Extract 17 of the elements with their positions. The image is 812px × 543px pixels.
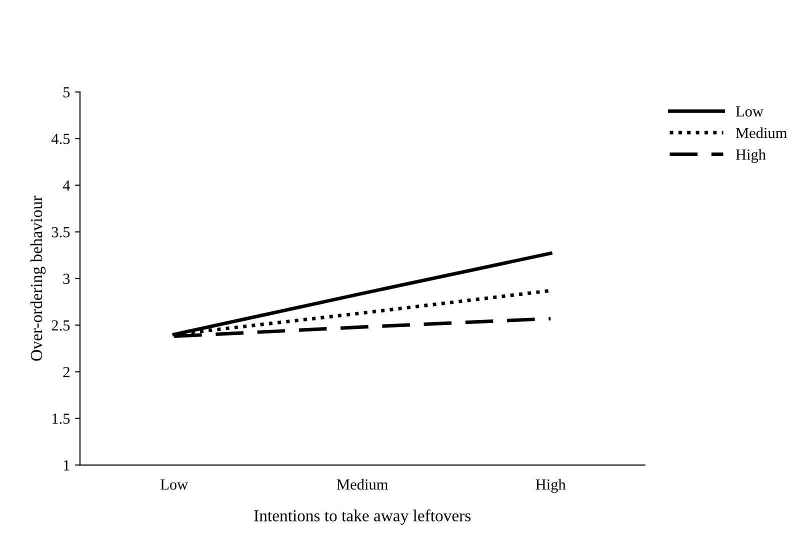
x-tick-label: Medium	[336, 478, 388, 490]
y-tick-label: 2.5	[52, 320, 70, 331]
y-tick-label: 1.5	[52, 414, 70, 424]
y-tick-label: 4	[62, 180, 70, 191]
y-tick-label: 3	[63, 274, 70, 284]
legend-label: High	[736, 149, 766, 163]
legend-label: Low	[736, 106, 764, 117]
y-tick-label: 3.5	[52, 227, 70, 238]
y-axis-title: Over-ordering behaviour	[30, 196, 46, 361]
x-tick-label: High	[536, 478, 566, 493]
x-axis-title: Intentions to take away leftovers	[254, 509, 471, 525]
y-tick-label: 4.5	[51, 134, 70, 144]
y-tick-label: 2	[63, 366, 70, 378]
legend-label: Medium	[736, 127, 787, 138]
y-tick-label: 1	[64, 460, 70, 470]
x-tick-label: Low	[160, 480, 188, 490]
y-tick-label: 5	[64, 87, 70, 98]
